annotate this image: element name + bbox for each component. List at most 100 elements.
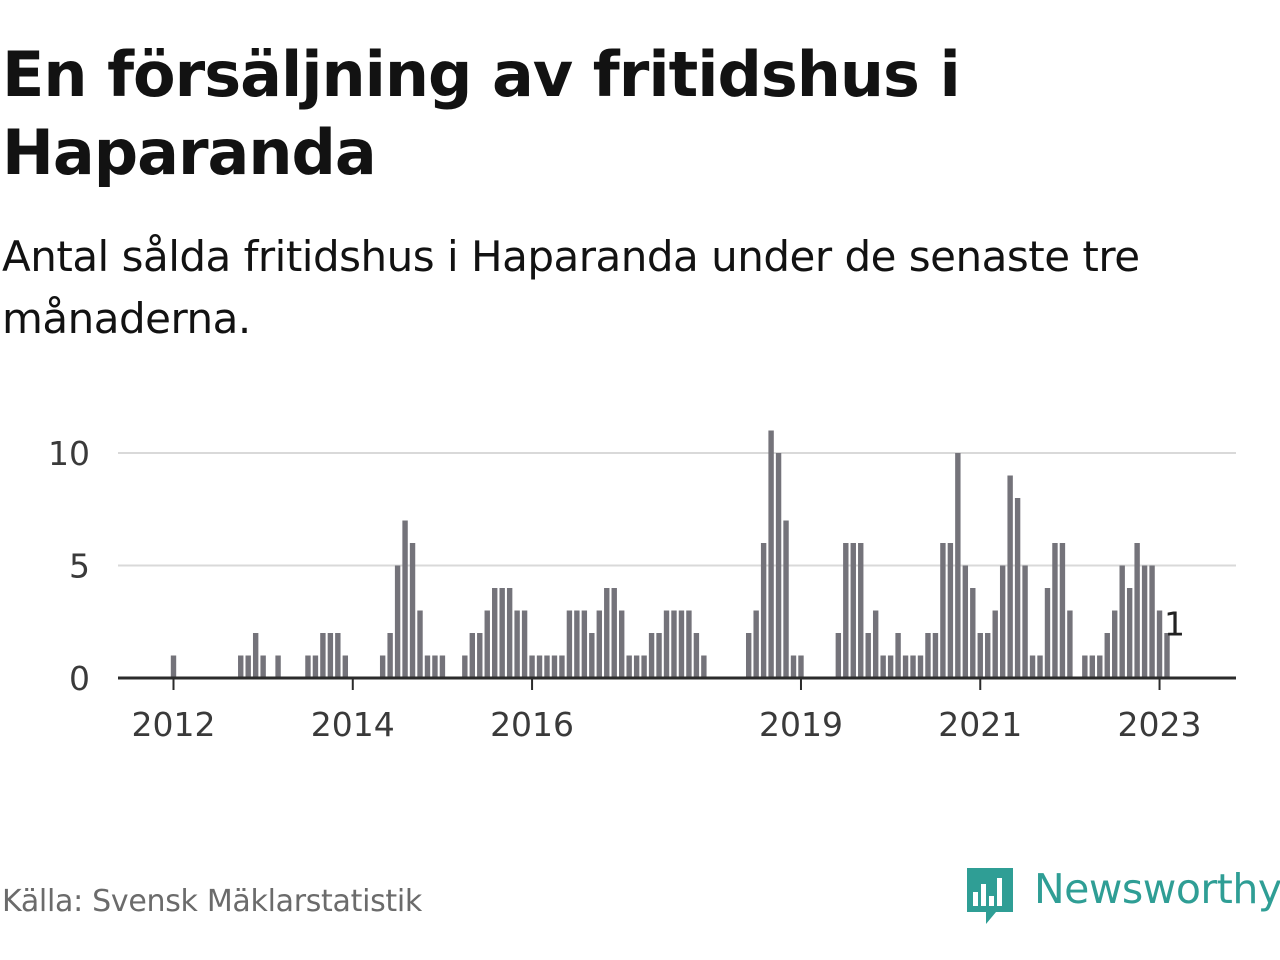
bar — [1104, 633, 1110, 678]
bar — [1067, 610, 1073, 678]
bar — [1089, 655, 1096, 678]
bar — [985, 633, 991, 678]
x-tick-label: 2021 — [938, 705, 1022, 744]
bar — [387, 633, 393, 678]
bar — [484, 610, 490, 678]
y-tick-label: 5 — [69, 547, 90, 586]
bar — [701, 655, 707, 678]
bar — [417, 610, 423, 678]
y-tick-label: 10 — [48, 434, 90, 473]
bar — [275, 655, 281, 678]
x-axis — [118, 676, 1236, 690]
bar — [335, 633, 341, 678]
bar — [596, 610, 602, 678]
bar — [1164, 633, 1170, 678]
highlight-value-label: 1 — [1164, 605, 1185, 644]
bar — [402, 520, 408, 678]
bar — [940, 543, 946, 678]
bar — [1126, 588, 1133, 678]
page-subtitle: Antal sålda fritidshus i Haparanda under… — [2, 232, 1140, 343]
bar — [798, 655, 804, 678]
bar — [917, 655, 924, 678]
bar — [492, 588, 498, 678]
bar — [753, 610, 759, 678]
bar — [619, 610, 625, 678]
bar — [514, 610, 520, 678]
bar — [1119, 565, 1125, 678]
bar — [581, 610, 588, 678]
bar — [574, 610, 580, 678]
bar-chart: 0 5 10 2012 2014 2016 2019 2021 2023 1 — [48, 430, 1236, 744]
bar — [932, 633, 939, 678]
bar — [506, 588, 513, 678]
bar — [559, 655, 565, 678]
bar — [529, 655, 535, 678]
bar — [760, 543, 767, 678]
newsworthy-logo-icon — [967, 868, 1013, 924]
bar — [551, 655, 558, 678]
bar — [1059, 543, 1066, 678]
bars — [170, 430, 1170, 678]
axis-labels: 0 5 10 2012 2014 2016 2019 2021 2023 1 — [48, 434, 1202, 744]
bar — [656, 633, 662, 678]
bar — [872, 610, 879, 678]
bar — [1007, 475, 1013, 678]
bar — [902, 655, 909, 678]
bar — [999, 565, 1006, 678]
bar — [671, 610, 677, 678]
bar — [312, 655, 319, 678]
bar — [499, 588, 505, 678]
bar — [693, 633, 700, 678]
bar — [895, 633, 901, 678]
bar — [379, 655, 386, 678]
bar — [970, 588, 976, 678]
bar — [1044, 588, 1051, 678]
bar — [977, 633, 983, 678]
bar — [589, 633, 595, 678]
bar — [566, 610, 573, 678]
bar — [843, 543, 849, 678]
bar — [641, 655, 647, 678]
bar — [947, 543, 954, 678]
bar — [439, 655, 446, 678]
y-tick-label: 0 — [69, 659, 90, 698]
bar — [536, 655, 543, 678]
bar — [962, 565, 969, 678]
bar — [1134, 543, 1140, 678]
bar — [768, 430, 774, 678]
bar — [394, 565, 401, 678]
bar — [955, 453, 961, 678]
bar — [1022, 565, 1028, 678]
bar — [858, 543, 864, 678]
source-note: Källa: Svensk Mäklarstatistik — [2, 884, 423, 919]
bar — [1156, 610, 1163, 678]
bar — [1097, 655, 1103, 678]
bar — [245, 655, 251, 678]
bar — [320, 633, 326, 678]
bar — [409, 543, 416, 678]
bar — [626, 655, 632, 678]
bar — [663, 610, 670, 678]
bar — [992, 610, 998, 678]
bar — [327, 633, 334, 678]
bar — [745, 633, 752, 678]
x-tick-label: 2023 — [1118, 705, 1202, 744]
bar — [633, 655, 640, 678]
x-tick-label: 2014 — [311, 705, 395, 744]
bar — [1052, 543, 1058, 678]
bar — [678, 610, 685, 678]
bar — [925, 633, 931, 678]
bar — [887, 655, 894, 678]
bar — [1082, 655, 1088, 678]
bar — [880, 655, 886, 678]
page-title: En försäljning av fritidshus i Haparanda — [2, 38, 961, 189]
bar — [1014, 498, 1021, 678]
gridlines — [118, 452, 1236, 567]
bar — [790, 655, 797, 678]
newsworthy-logo[interactable]: Newsworthy — [964, 862, 1280, 928]
bar — [477, 633, 483, 678]
bar — [544, 655, 550, 678]
x-tick-label: 2016 — [490, 705, 574, 744]
bar — [170, 655, 177, 678]
bar — [1112, 610, 1118, 678]
